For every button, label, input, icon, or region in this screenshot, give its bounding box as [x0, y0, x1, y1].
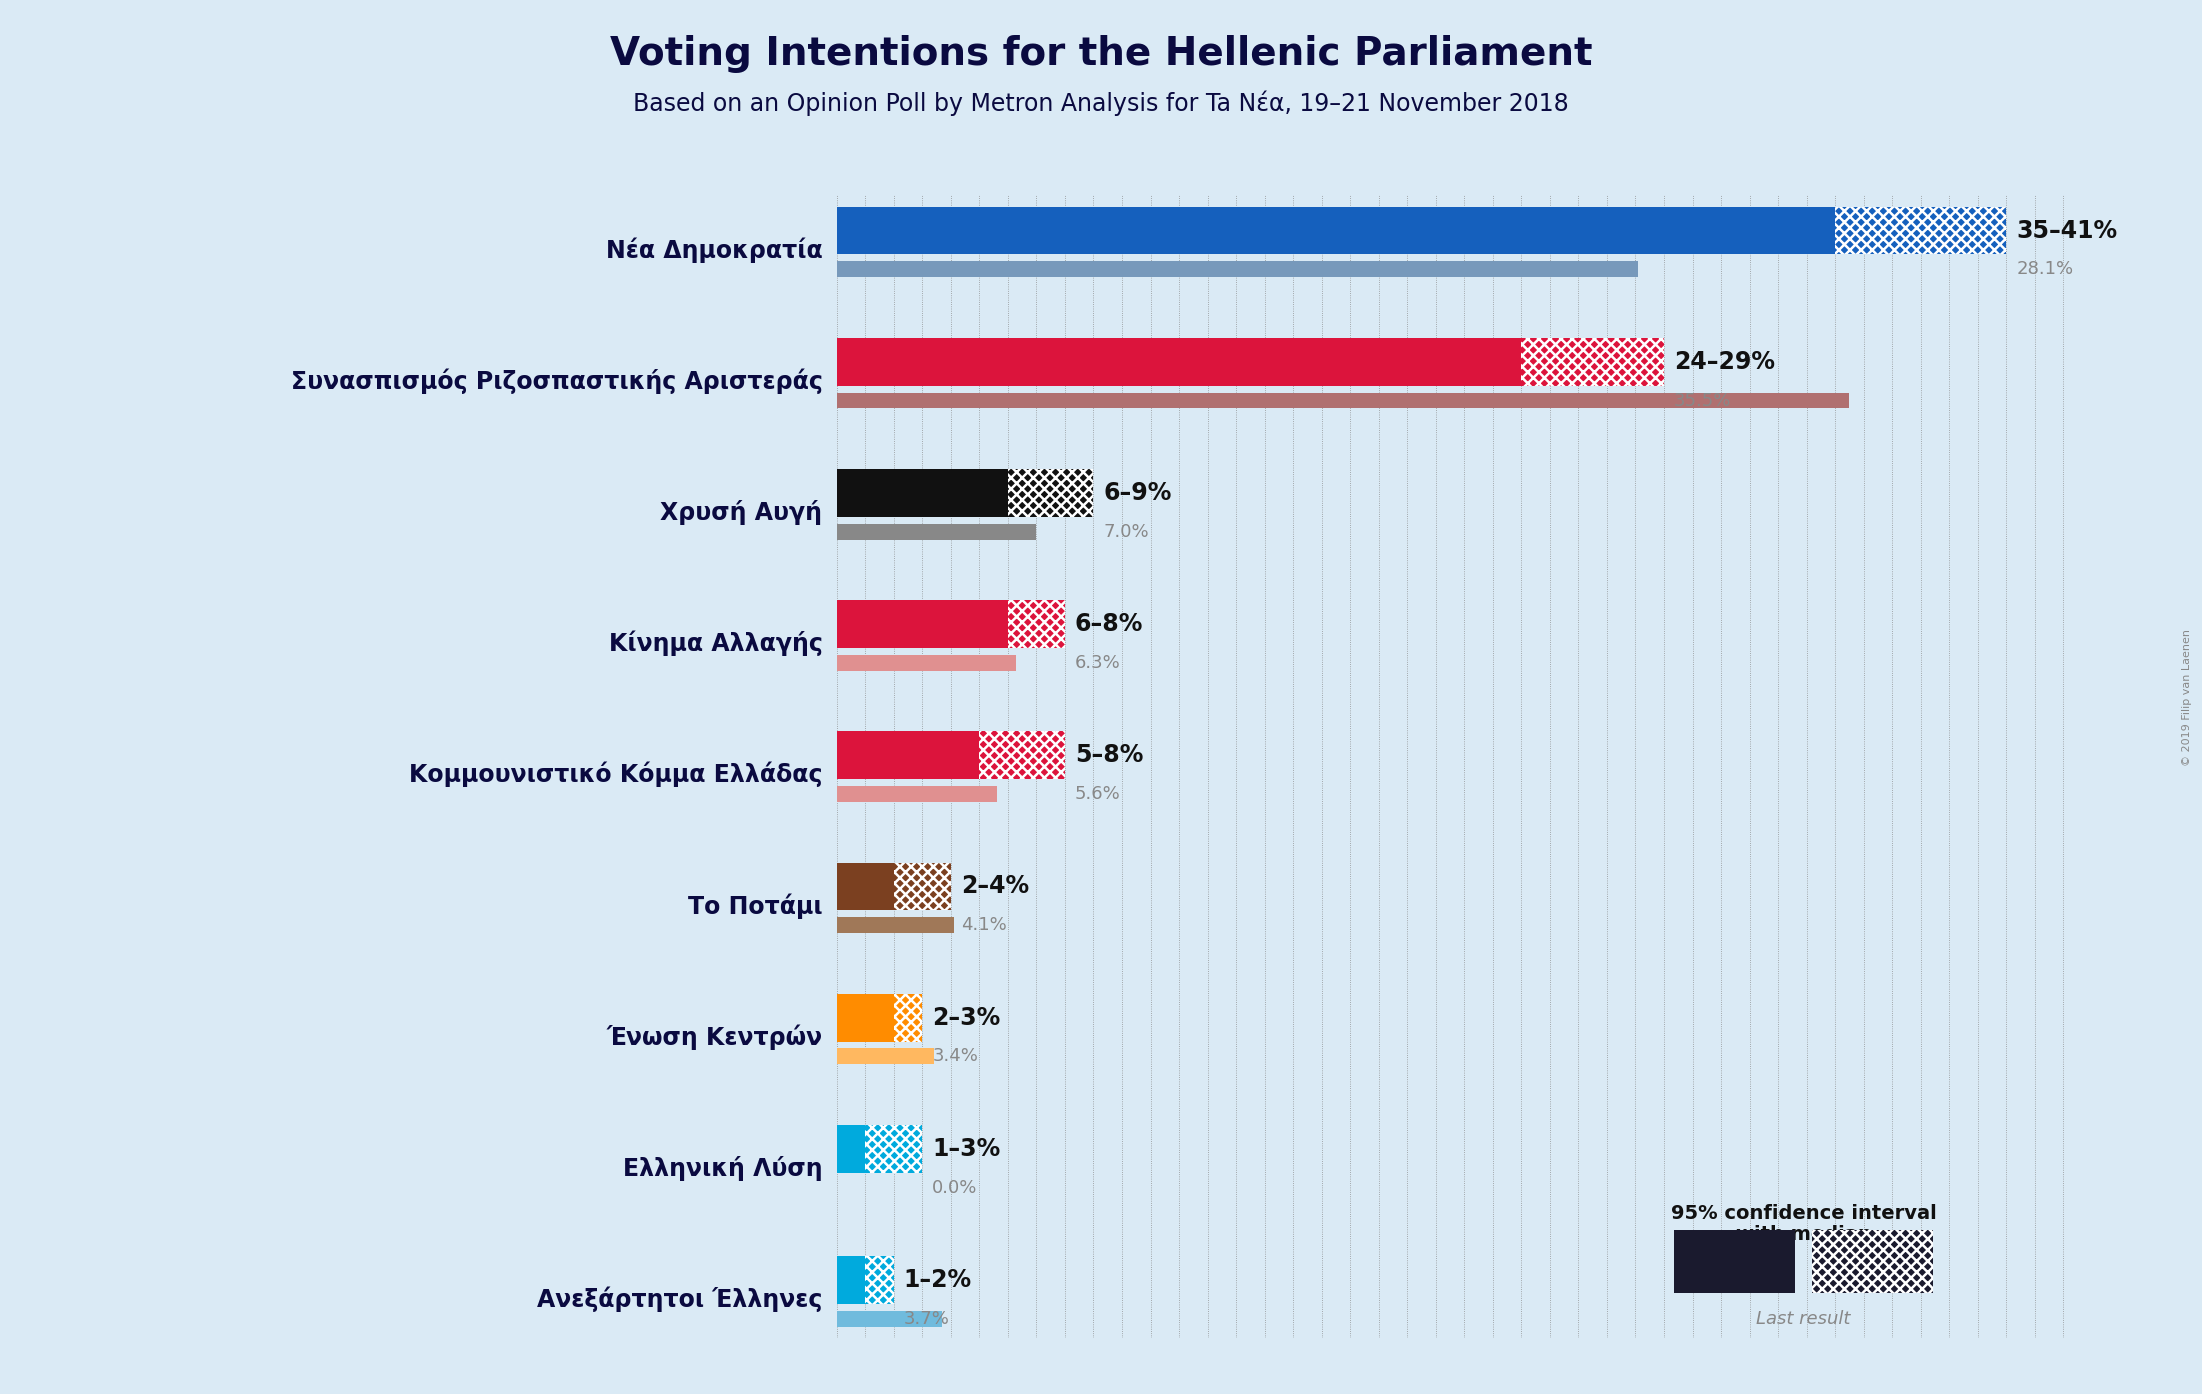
Bar: [894, 994, 923, 1041]
Bar: [837, 917, 953, 933]
Text: 5.6%: 5.6%: [1075, 785, 1121, 803]
Bar: [837, 206, 1834, 255]
Bar: [1009, 468, 1094, 517]
Bar: [837, 393, 1850, 408]
Text: Χρυσή Αυγή: Χρυσή Αυγή: [661, 500, 824, 524]
Text: with median: with median: [1735, 1225, 1872, 1243]
Text: 7.0%: 7.0%: [1103, 523, 1149, 541]
Bar: [1009, 601, 1066, 648]
Text: Ανεξάρτητοι Έλληνες: Ανεξάρτητοι Έλληνες: [537, 1287, 824, 1312]
Text: Κίνημα Αλλαγής: Κίνημα Αλλαγής: [608, 630, 824, 657]
Text: 35.5%: 35.5%: [1674, 392, 1731, 410]
Text: © 2019 Filip van Laenen: © 2019 Filip van Laenen: [2182, 629, 2191, 765]
Text: 28.1%: 28.1%: [2017, 261, 2074, 279]
Text: 1–2%: 1–2%: [903, 1269, 971, 1292]
Text: 6.3%: 6.3%: [1075, 654, 1121, 672]
Text: 3.7%: 3.7%: [903, 1310, 949, 1328]
Bar: [865, 1125, 923, 1172]
Text: 0.0%: 0.0%: [931, 1179, 978, 1196]
Text: 6–9%: 6–9%: [1103, 481, 1171, 505]
Text: Ένωση Κεντρών: Ένωση Κεντρών: [606, 1025, 824, 1050]
Bar: [980, 732, 1066, 779]
Text: 95% confidence interval: 95% confidence interval: [1671, 1204, 1936, 1224]
Text: Nέα Δημοκρατία: Nέα Δημοκρατία: [606, 237, 824, 262]
Bar: [894, 863, 951, 910]
Text: Last result: Last result: [1757, 1310, 1850, 1327]
Text: 5–8%: 5–8%: [1075, 743, 1143, 767]
Bar: [837, 1310, 942, 1327]
Bar: [837, 1048, 934, 1065]
Bar: [865, 1256, 894, 1303]
Text: Κομμουνιστικό Κόμμα Ελλάδας: Κομμουνιστικό Κόμμα Ελλάδας: [410, 763, 824, 788]
Text: Ελληνική Λύση: Ελληνική Λύση: [623, 1156, 824, 1181]
Text: 1–3%: 1–3%: [931, 1138, 1000, 1161]
Bar: [837, 655, 1017, 671]
Bar: [837, 863, 894, 910]
Bar: [837, 786, 998, 802]
Text: Voting Intentions for the Hellenic Parliament: Voting Intentions for the Hellenic Parli…: [610, 35, 1592, 72]
Bar: [837, 994, 894, 1041]
Text: Το Ποτάμι: Το Ποτάμι: [687, 894, 824, 919]
Text: 6–8%: 6–8%: [1075, 612, 1143, 636]
Text: 2–3%: 2–3%: [931, 1005, 1000, 1030]
Bar: [1834, 206, 2006, 255]
Bar: [1522, 337, 1665, 386]
Text: 4.1%: 4.1%: [960, 916, 1006, 934]
Text: 2–4%: 2–4%: [960, 874, 1028, 899]
Bar: [837, 1256, 865, 1303]
Text: Συνασπισμός Ριζοσπαστικής Αριστεράς: Συνασπισμός Ριζοσπαστικής Αριστεράς: [291, 368, 824, 395]
Bar: [837, 261, 1638, 277]
Text: 3.4%: 3.4%: [931, 1047, 978, 1065]
Bar: [837, 1125, 865, 1172]
Bar: [837, 524, 1037, 539]
Bar: [837, 601, 1009, 648]
Text: 24–29%: 24–29%: [1674, 350, 1775, 374]
Text: Based on an Opinion Poll by Metron Analysis for Ta Nέα, 19–21 November 2018: Based on an Opinion Poll by Metron Analy…: [634, 91, 1568, 116]
Bar: [837, 337, 1522, 386]
Text: 35–41%: 35–41%: [2017, 219, 2118, 243]
Bar: [837, 468, 1009, 517]
Bar: [837, 732, 980, 779]
